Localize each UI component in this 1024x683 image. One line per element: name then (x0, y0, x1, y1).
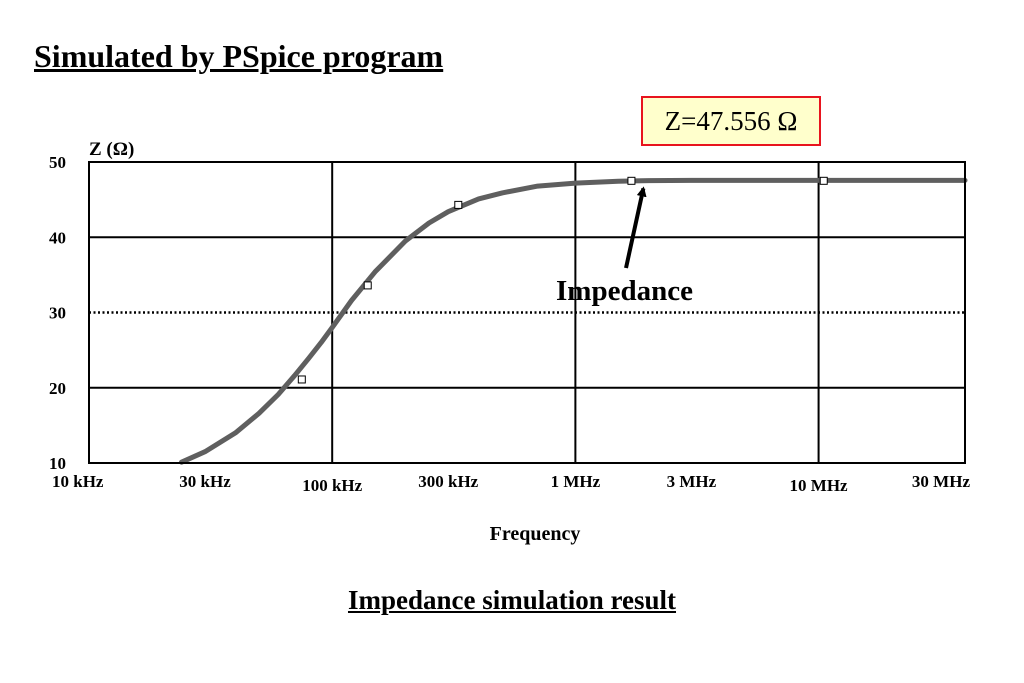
x-tick-label-2: 100 kHz (302, 476, 362, 495)
x-tick-label-3: 300 kHz (418, 472, 478, 491)
y-tick-label-50: 50 (49, 153, 66, 172)
y-tick-label-20: 20 (49, 379, 66, 398)
y-axis-label: Z (Ω) (89, 139, 134, 160)
series-line-0 (179, 177, 968, 465)
y-tick-label-30: 30 (49, 304, 66, 323)
x-tick-label-0: 10 kHz (52, 472, 104, 491)
figure-caption: Impedance simulation result (347, 585, 677, 615)
x-tick-label-1: 30 kHz (179, 472, 231, 491)
x-tick-label-6: 10 MHz (790, 476, 849, 495)
data-marker-2 (454, 200, 463, 209)
impedance-value-text: Z=47.556 Ω (664, 105, 798, 136)
x-tick-label-4: 1 MHz (551, 472, 601, 491)
x-axis-label: Frequency (490, 523, 581, 545)
marker-layer (297, 176, 828, 384)
annotation-label-0: Impedance (556, 275, 693, 307)
page-title: Simulated by PSpice program (34, 38, 444, 74)
y-tick-label-40: 40 (49, 228, 66, 247)
annotation-arrow-0 (624, 186, 647, 269)
data-marker-1 (363, 281, 372, 290)
series-layer (179, 177, 968, 465)
tick-layer: 10 20 30 40 50 10 kHz 30 kHz 100 kHz 300 kHz 1 MH… (49, 153, 970, 495)
x-tick-label-7: 30 MHz (912, 472, 971, 491)
data-marker-4 (819, 176, 828, 185)
impedance-value-box: Z=47.556 Ω (641, 96, 821, 146)
annotation-layer: Impedance (556, 186, 693, 307)
grid-layer (89, 162, 965, 463)
y-tick-label-10: 10 (49, 454, 66, 473)
data-marker-0 (297, 375, 306, 384)
x-tick-label-5: 3 MHz (667, 472, 717, 491)
data-marker-3 (627, 176, 636, 185)
frame-layer (88, 161, 966, 464)
plot-frame (88, 161, 966, 464)
